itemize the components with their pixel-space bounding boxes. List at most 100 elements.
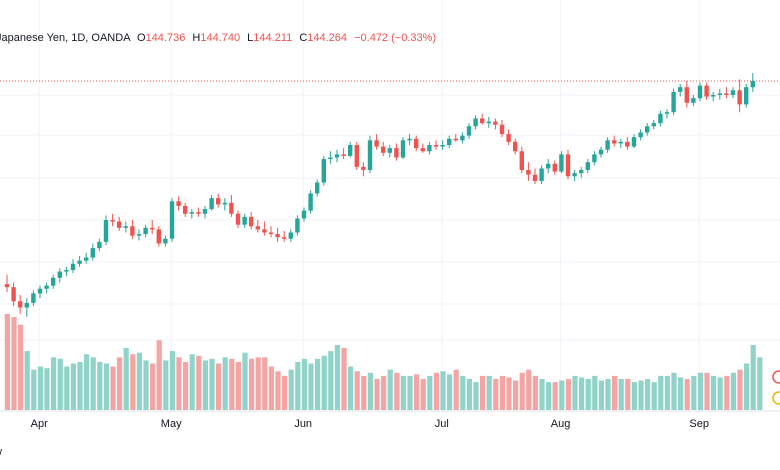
candle: [658, 110, 663, 127]
candle: [612, 135, 617, 147]
footer-text: w: [0, 446, 2, 458]
candle: [381, 141, 386, 156]
indicator-icon-a[interactable]: [772, 370, 780, 384]
volume-bar: [585, 379, 591, 410]
candle: [103, 215, 109, 245]
volume-bar: [189, 354, 195, 410]
volume-bar: [519, 372, 525, 410]
volume-bar: [315, 358, 321, 410]
candle: [499, 120, 505, 138]
x-tick-label: May: [161, 418, 182, 430]
symbol-title: Japanese Yen, 1D, OANDA: [0, 32, 130, 44]
volume-bar: [169, 351, 175, 410]
volume-bar: [97, 361, 103, 410]
candle: [348, 141, 353, 158]
volume-bar: [117, 357, 123, 410]
candle: [143, 224, 148, 238]
volume-bar: [242, 352, 248, 410]
volume-bar: [381, 375, 387, 410]
candle: [374, 134, 379, 150]
volume-bar: [678, 377, 684, 410]
candle: [4, 274, 10, 292]
volume-bar: [460, 375, 466, 410]
high-value: 144.740: [200, 32, 241, 44]
volume-bar: [110, 366, 116, 410]
candles: [4, 73, 755, 317]
candle: [97, 238, 102, 252]
volume-bar: [123, 348, 129, 410]
volume-bar: [618, 379, 624, 410]
candle: [31, 290, 36, 306]
volume-bar: [400, 375, 406, 410]
volume-bar: [18, 324, 24, 410]
candle: [750, 73, 755, 92]
volume-bar: [711, 375, 717, 410]
candle: [136, 229, 142, 241]
candle: [684, 80, 689, 108]
time-axis: Apr May Jun Jul Aug Sep: [31, 418, 709, 430]
volume-bar: [394, 372, 400, 410]
volume-bar: [744, 363, 750, 410]
candle: [453, 134, 458, 142]
close-key: C: [299, 32, 308, 44]
volume-bar: [750, 344, 756, 410]
indicator-icons[interactable]: [772, 370, 780, 405]
volume-bar: [651, 382, 657, 410]
candle: [407, 134, 412, 145]
volume-bar: [196, 355, 202, 410]
candle: [18, 295, 23, 314]
volume-bar: [691, 375, 697, 410]
volume-bar: [301, 358, 307, 410]
volume-bar: [103, 363, 109, 410]
x-tick-label: Aug: [551, 418, 571, 430]
candle: [433, 140, 439, 150]
candle: [572, 170, 577, 181]
candle: [64, 266, 69, 277]
low-value: 144.211: [253, 32, 293, 44]
candle: [460, 132, 465, 144]
candle: [480, 113, 485, 125]
volume-bar: [136, 352, 142, 410]
volume-bar: [222, 357, 228, 410]
candle: [565, 149, 571, 180]
volume-bar: [539, 379, 545, 410]
volume-bar: [64, 366, 70, 410]
candle: [420, 143, 425, 153]
candle: [249, 212, 254, 230]
candle: [631, 134, 637, 149]
candle: [202, 205, 208, 219]
volume-bar: [255, 357, 261, 410]
candle: [51, 274, 56, 289]
volume-bar: [704, 372, 710, 410]
candle: [440, 140, 445, 150]
volume-bar: [268, 366, 274, 410]
candle: [169, 198, 175, 242]
candle: [189, 209, 194, 219]
candle: [315, 179, 320, 197]
volume-bar: [44, 368, 50, 410]
indicator-icon-b[interactable]: [772, 391, 780, 405]
candle: [645, 123, 650, 136]
volume-bar: [328, 351, 334, 410]
candle: [605, 137, 610, 153]
candle: [697, 82, 703, 102]
candle: [150, 220, 155, 235]
candle: [196, 207, 201, 217]
x-tick-label: Jul: [435, 418, 449, 430]
volume-bar: [671, 372, 677, 410]
candle: [301, 207, 307, 222]
volume-bar: [420, 379, 426, 410]
candle: [744, 84, 749, 108]
candle: [130, 220, 135, 239]
candle: [156, 226, 161, 247]
candle: [598, 146, 604, 158]
candle: [651, 120, 656, 130]
volume-bar: [433, 372, 439, 410]
volume-bar: [407, 375, 413, 410]
candle: [579, 166, 584, 178]
volume-bar: [348, 366, 354, 410]
candle: [532, 168, 538, 185]
volume-bar: [612, 375, 618, 410]
grid: [0, 0, 780, 411]
